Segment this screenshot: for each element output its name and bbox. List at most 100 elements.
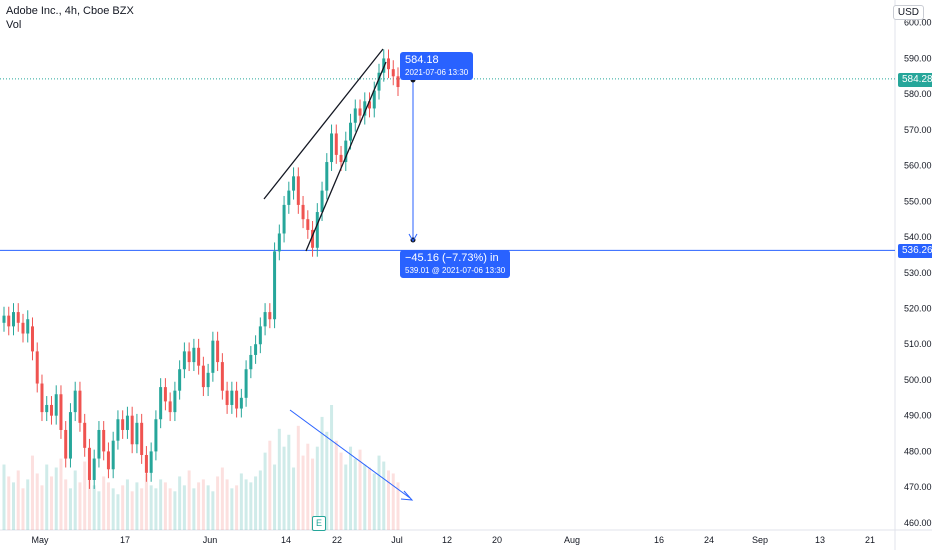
candle-body (244, 369, 248, 398)
candle-body (206, 372, 210, 388)
volume-bar (363, 464, 367, 530)
volume-bar (387, 470, 391, 530)
measure-result-box: −45.16 (−7.73%) in 539.01 @ 2021-07-06 1… (400, 250, 511, 278)
volume-bar (168, 488, 172, 530)
candle-body (116, 419, 120, 441)
currency-button[interactable]: USD (892, 5, 924, 20)
time-tick-label: May (31, 535, 49, 545)
volume-bar (396, 482, 400, 530)
candle-body (106, 451, 110, 470)
volume-bar (192, 488, 196, 530)
price-tick-label: 530.00 (904, 268, 932, 278)
candle-body (149, 451, 153, 473)
candle-body (353, 108, 357, 123)
measure-end-detail: 539.01 @ 2021-07-06 13:30 (405, 266, 506, 275)
candle-body (396, 76, 400, 88)
volume-bar (178, 476, 182, 530)
price-tick-label: 510.00 (904, 339, 932, 349)
volume-bar (68, 488, 72, 530)
price-tick-label: 550.00 (904, 196, 932, 206)
candle-body (111, 440, 115, 470)
volume-bar (45, 464, 49, 530)
candle-body (168, 401, 172, 413)
candle-body (349, 122, 353, 141)
volume-bar (258, 470, 262, 530)
time-tick-label: 22 (332, 535, 342, 545)
candle-body (159, 387, 163, 420)
candle-body (54, 394, 58, 416)
time-tick-label: 12 (442, 535, 452, 545)
candle-body (306, 219, 310, 230)
volume-bar (268, 440, 272, 530)
candle-body (135, 422, 139, 445)
measure-start-box: 584.18 2021-07-06 13:30 (400, 52, 474, 80)
candle-body (382, 58, 386, 73)
candle-body (144, 454, 148, 473)
time-tick-label: Jul (391, 535, 403, 545)
candle-body (45, 404, 49, 413)
volume-bar (116, 494, 120, 530)
measure-start-price: 584.18 (405, 54, 439, 66)
price-tick-label: 490.00 (904, 411, 932, 421)
volume-bar (49, 476, 53, 530)
volume-bar (121, 485, 125, 530)
earnings-event-badge[interactable]: E (312, 516, 326, 531)
volume-bar (130, 491, 134, 530)
candle-body (320, 190, 324, 213)
price-tick-label: 570.00 (904, 125, 932, 135)
volume-trend-line (289, 409, 411, 499)
time-tick-label: 16 (654, 535, 664, 545)
measure-start-time: 2021-07-06 13:30 (405, 68, 469, 77)
candle-body (263, 312, 267, 327)
volume-bar (111, 488, 115, 530)
candle-body (220, 362, 224, 391)
volume-bar (211, 491, 215, 530)
candle-body (83, 422, 87, 448)
candle-body (239, 397, 243, 409)
volume-bar (263, 452, 267, 530)
volume-bar (201, 479, 205, 530)
candle-body (78, 390, 82, 423)
measure-arrowhead (408, 233, 418, 243)
volume-bar (21, 488, 25, 530)
volume-bar (206, 485, 210, 530)
candle-body (282, 204, 286, 234)
volume-bar (125, 479, 129, 530)
volume-bar (311, 458, 315, 530)
candle-body (211, 340, 215, 373)
volume-bar (30, 455, 34, 530)
volume-bar (187, 470, 191, 530)
price-tick-label: 600.00 (904, 18, 932, 28)
candle-body (330, 133, 334, 163)
volume-bar (349, 446, 353, 530)
candle-body (216, 340, 220, 363)
volume-bar (135, 482, 139, 530)
price-tick-label: 580.00 (904, 89, 932, 99)
price-tick-label: 500.00 (904, 375, 932, 385)
volume-bar (154, 488, 158, 530)
volume-bar (382, 461, 386, 530)
time-tick-label: 13 (815, 535, 825, 545)
volume-bar (87, 473, 91, 530)
candle-body (154, 419, 158, 452)
price-tick-label: 480.00 (904, 446, 932, 456)
candle-body (358, 108, 362, 116)
candle-body (182, 351, 186, 370)
volume-bar (225, 479, 229, 530)
volume-trend-arrowhead (400, 490, 414, 501)
candle-body (35, 351, 39, 384)
candle-body (372, 90, 376, 109)
volume-bar (244, 479, 248, 530)
volume-bar (11, 482, 15, 530)
candle-body (287, 190, 291, 205)
volume-bar (330, 405, 334, 530)
volume-bar (16, 470, 20, 530)
volume-bar (344, 464, 348, 530)
volume-bar (197, 482, 201, 530)
volume-bar (235, 485, 239, 530)
volume-bar (358, 449, 362, 530)
candle-body (268, 312, 272, 320)
time-tick-label: 24 (704, 535, 714, 545)
candle-body (40, 383, 44, 413)
volume-bar (97, 491, 101, 530)
